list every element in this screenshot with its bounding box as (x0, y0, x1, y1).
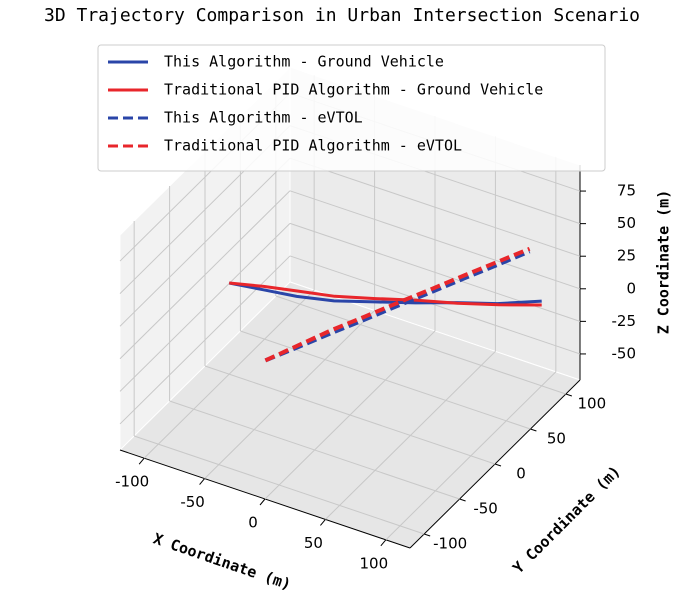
tick-mark (530, 428, 537, 432)
z-tick-label: 0 (626, 279, 636, 297)
legend-label: This Algorithm - eVTOL (164, 109, 363, 127)
x-tick-label: 50 (304, 534, 323, 552)
tick-mark (424, 533, 431, 537)
y-tick-label: 0 (516, 465, 526, 483)
z-tick-label: 75 (617, 182, 636, 200)
tick-mark (138, 457, 145, 465)
y-tick-label: -50 (473, 500, 498, 518)
y-tick-label: 50 (547, 430, 566, 448)
tick-mark (380, 539, 387, 547)
tick-mark (459, 498, 466, 502)
x-tick-label: 100 (360, 554, 389, 572)
grid-line (119, 255, 291, 425)
grid-line (119, 223, 291, 392)
grid-line (119, 157, 291, 327)
y-tick-label: 100 (578, 395, 607, 413)
legend-label: Traditional PID Algorithm - eVTOL (164, 137, 462, 155)
grid-line (275, 295, 566, 395)
tick-mark (494, 463, 502, 467)
grid-line (240, 330, 531, 430)
grid-line (169, 400, 460, 500)
legend-label: This Algorithm - Ground Vehicle (164, 53, 444, 71)
grid-line (204, 365, 496, 465)
grid-line (289, 190, 581, 290)
x-axis-label: X Coordinate (m) (151, 529, 293, 593)
tick-mark (199, 478, 205, 485)
x-tick-label: -100 (115, 473, 149, 491)
tick-mark (320, 519, 326, 526)
legend-label: Traditional PID Algorithm - Ground Vehic… (164, 81, 543, 99)
legend-box (97, 44, 606, 172)
tick-mark (565, 393, 572, 397)
y-tick-label: -100 (433, 535, 467, 553)
z-axis-label: Z Coordinate (m) (655, 190, 673, 335)
grid-line (289, 157, 581, 257)
z-tick-label: -25 (612, 312, 637, 330)
x-tick-label: 0 (248, 514, 258, 532)
chart-title: 3D Trajectory Comparison in Urban Inters… (44, 5, 640, 26)
tick-mark (259, 498, 266, 506)
grid-line (289, 255, 581, 355)
z-tick-label: -50 (612, 344, 637, 362)
trajectory-line (229, 281, 542, 307)
z-tick-label: 50 (617, 214, 636, 232)
grid-line (119, 190, 291, 360)
trajectory-line (264, 246, 531, 363)
y-axis-label: Y Coordinate (m) (509, 462, 624, 577)
z-tick-label: 25 (617, 247, 636, 265)
x-tick-label: -50 (180, 493, 205, 511)
grid-line (134, 435, 425, 535)
